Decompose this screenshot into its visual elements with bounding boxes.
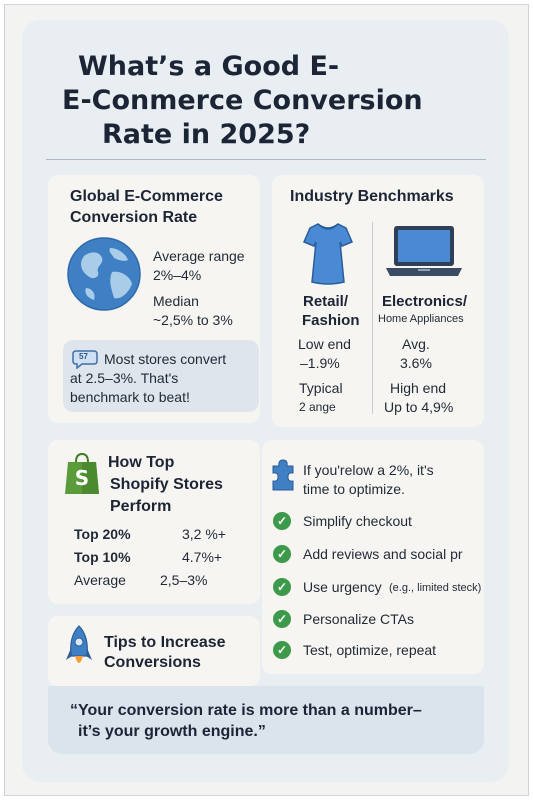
median-label: Median: [153, 293, 199, 309]
tips-heading-line-1: Tips to Increase: [104, 634, 226, 651]
check-icon: ✓: [273, 578, 291, 596]
optimize-intro-line-2: time to optimize.: [303, 481, 405, 497]
shopify-row-value: 2,5–3%: [160, 572, 208, 588]
quote-text: “Your conversion rate is more than a num…: [70, 700, 470, 742]
industry-benchmarks-card: [272, 175, 484, 427]
check-icon: ✓: [273, 512, 291, 530]
optimize-item-note: (e.g., limited steck): [389, 582, 482, 594]
chat-bubble-icon: [72, 350, 98, 369]
quote-line-2: it’s your growth engine.”: [78, 723, 266, 740]
median-value: ~2,5% to 3%: [153, 312, 233, 328]
electronics-avg-label: Avg.: [402, 336, 430, 352]
tips-heading-line-2: Conversions: [104, 654, 201, 671]
callout-line-1: Most stores convert: [104, 351, 227, 367]
average-range-value: 2%–4%: [153, 267, 202, 283]
optimize-item: Simplify checkout: [303, 513, 412, 529]
optimize-item: Personalize CTAs: [303, 611, 415, 627]
electronics-avg-value: 3.6%: [400, 355, 432, 371]
shopify-row-label: Top 20%: [74, 526, 131, 542]
page-title: What’s a Good E- E-Conmerce Conversion R…: [62, 50, 482, 152]
electronics-high-label: High end: [390, 380, 447, 396]
retail-typical-value: 2 ange: [299, 400, 336, 414]
title-line-1: What’s a Good E-: [78, 51, 340, 82]
globe-icon: [67, 237, 141, 311]
optimize-intro-line-1: If you'relow a 2%, it's: [303, 462, 434, 478]
check-icon: ✓: [273, 641, 291, 659]
shopify-row-value: 3,2 %+: [182, 526, 226, 542]
svg-text:S: S: [75, 466, 89, 490]
retail-low-value: –1.9%: [300, 355, 340, 371]
quote-line-1: “Your conversion rate is more than a num…: [70, 702, 422, 719]
callout-badge: 57: [79, 352, 88, 361]
retail-typical-label: Typical: [299, 380, 343, 396]
title-line-3: Rate in 2025?: [102, 119, 311, 150]
electronics-high-value: Up to 4,9%: [384, 399, 454, 415]
shopify-heading-line-3: Perform: [110, 498, 172, 515]
industry-divider: [372, 222, 373, 414]
retail-label-line-2: Fashion: [302, 312, 360, 329]
industry-heading: Industry Benchmarks: [290, 188, 454, 205]
quote-banner: “Your conversion rate is more than a num…: [48, 686, 484, 754]
retail-low-label: Low end: [298, 336, 351, 352]
check-icon: ✓: [273, 610, 291, 628]
optimize-item: Test, optimize, repeat: [303, 642, 437, 658]
global-heading-line-2: Conversion Rate: [70, 209, 198, 226]
shopify-heading-line-1: How Top: [108, 454, 175, 471]
shopify-row-label: Average: [74, 572, 126, 588]
shopify-row-label: Top 10%: [74, 549, 131, 565]
callout-line-3: benchmark to beat!: [70, 389, 190, 405]
retail-label-line-1: Retail/: [303, 293, 349, 310]
puzzle-icon: [272, 459, 294, 491]
optimize-item: Add reviews and social pr: [303, 546, 463, 562]
electronics-label-line-2: Home Appliances: [378, 313, 464, 325]
callout-line-2: at 2.5–3%. That's: [70, 370, 179, 386]
check-icon: ✓: [273, 545, 291, 563]
shopify-heading-line-2: Shopify Stores: [110, 476, 223, 493]
laptop-icon: [386, 226, 462, 276]
title-divider: [46, 159, 486, 160]
title-line-2: E-Conmerce Conversion: [62, 85, 423, 116]
rocket-icon: [66, 625, 92, 663]
optimize-card: [262, 440, 484, 674]
shopify-bag-icon: S: [65, 452, 99, 494]
average-range-label: Average range: [153, 248, 245, 264]
electronics-label-line-1: Electronics/: [382, 293, 468, 310]
global-heading-line-1: Global E-Commerce: [70, 188, 223, 205]
dress-icon: [303, 223, 353, 285]
optimize-item: Use urgency: [303, 579, 382, 595]
shopify-row-value: 4.7%+: [182, 549, 223, 565]
